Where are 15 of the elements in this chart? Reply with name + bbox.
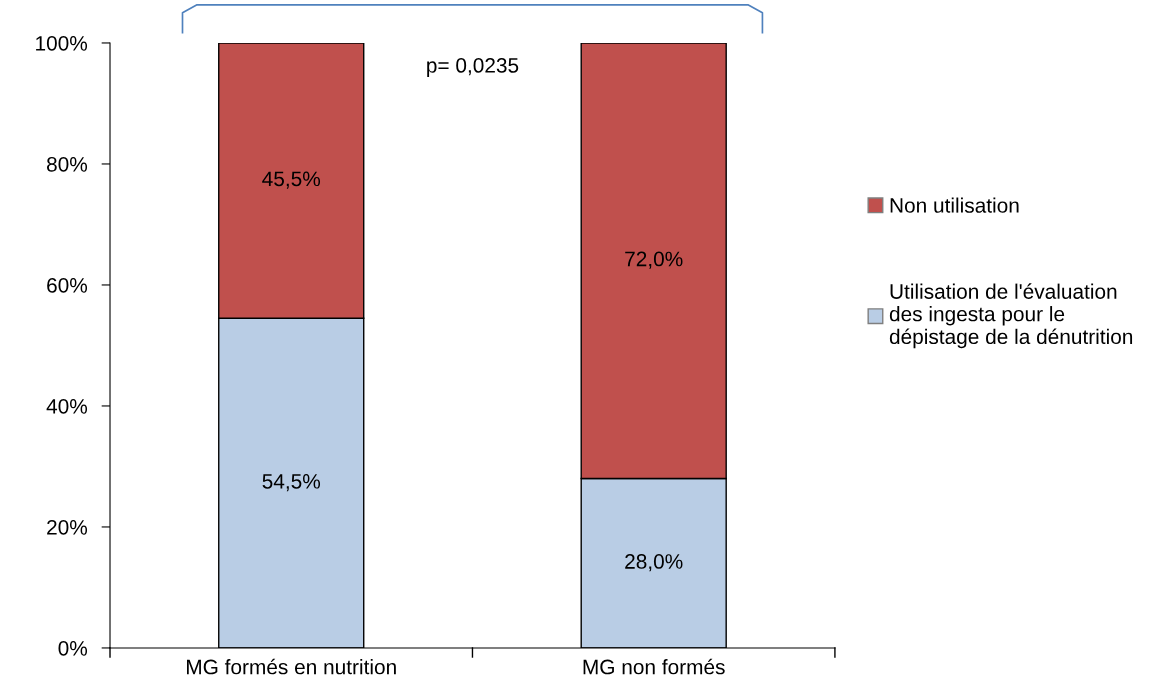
data-label: 54,5% bbox=[262, 474, 321, 492]
y-tick-label: 80% bbox=[47, 156, 88, 172]
y-tick-label: 100% bbox=[36, 35, 88, 51]
legend-label: Utilisation de l'évaluation des ingesta pour le dépistage de la dénutrition bbox=[889, 283, 1133, 349]
y-tick-label: 60% bbox=[47, 277, 88, 293]
y-tick-label: 20% bbox=[47, 519, 88, 535]
legend-label: Non utilisation bbox=[890, 197, 1019, 213]
y-tick-label: 40% bbox=[46, 398, 88, 414]
data-label: 72,0% bbox=[625, 251, 683, 269]
y-tick-label: 0% bbox=[58, 640, 88, 656]
data-label: 28,0% bbox=[625, 554, 683, 572]
x-tick-label: MG non formés bbox=[583, 658, 725, 675]
annotation: p= 0,0235 bbox=[427, 58, 519, 77]
data-label: 45,5% bbox=[262, 171, 321, 189]
x-tick-label: MG formés en nutrition bbox=[187, 658, 396, 675]
